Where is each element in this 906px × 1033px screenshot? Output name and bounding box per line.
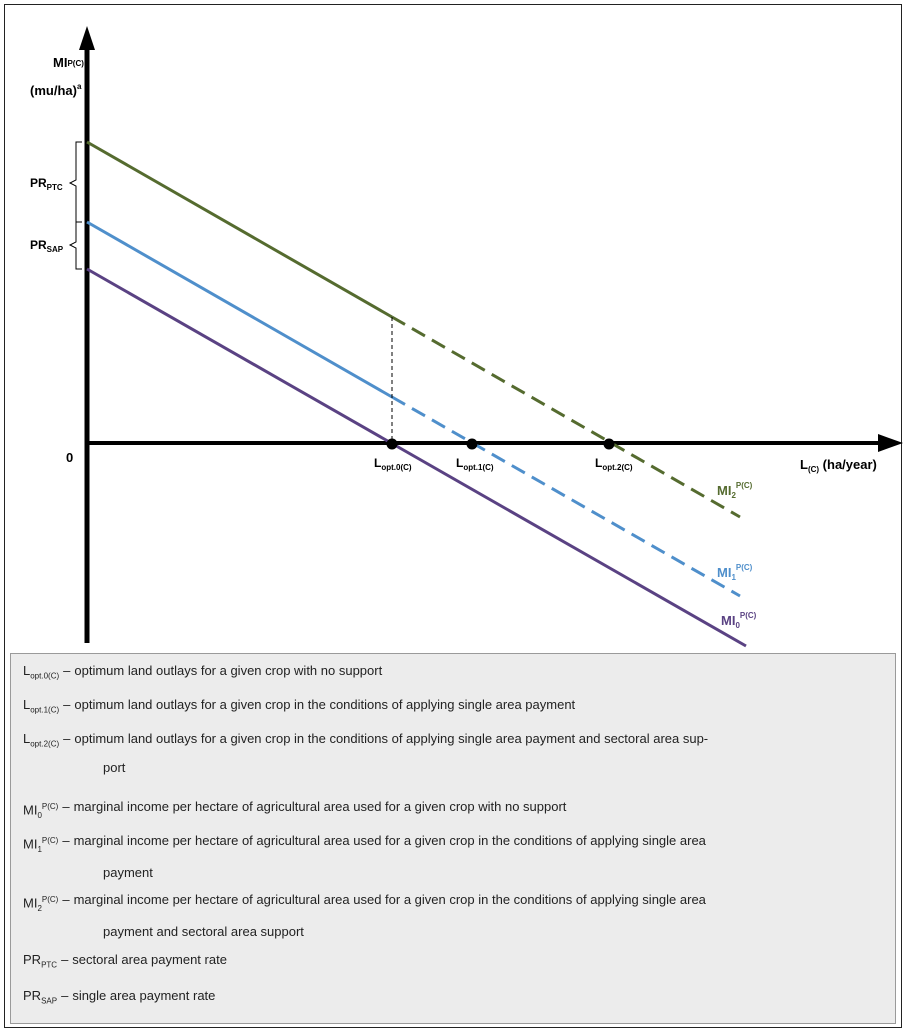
- x-axis-arrow: [878, 434, 903, 452]
- legend-dash: –: [63, 697, 71, 712]
- legend-symbol: Lopt.0(C): [23, 663, 60, 681]
- legend-symbol: MI2P(C): [23, 895, 59, 913]
- legend-dash: –: [62, 892, 70, 907]
- legend-item: MI0P(C) – marginal income per hectare of…: [23, 795, 883, 827]
- legend-text: sectoral area payment rate: [72, 952, 227, 967]
- legend-symbol: MI0P(C): [23, 802, 59, 820]
- curve-mi1-solid: [86, 220, 393, 399]
- legend-item: Lopt.0(C) – optimum land outlays for a g…: [23, 659, 883, 688]
- legend-item: PRPTC – sectoral area payment rate: [23, 948, 883, 977]
- label-mi0: MI0P(C): [721, 611, 757, 630]
- x-axis-label: L(C) (ha/year): [800, 457, 877, 474]
- curve-mi2-solid: [86, 140, 393, 319]
- curve-mi0: [86, 267, 747, 648]
- point-lopt0: [386, 438, 398, 450]
- legend-text: marginal income per hectare of agricultu…: [73, 799, 567, 814]
- label-pr-ptc: PRPTC: [30, 176, 63, 192]
- legend-dash: –: [61, 952, 69, 967]
- legend-item: Lopt.1(C) – optimum land outlays for a g…: [23, 693, 883, 722]
- curve-mi1-dashed: [391, 395, 741, 598]
- legend-item: Lopt.2(C) – optimum land outlays for a g…: [23, 727, 883, 779]
- y-axis-label: MIP(C): [53, 55, 84, 70]
- label-lopt0: Lopt.0(C): [374, 456, 412, 472]
- legend-symbol: PRSAP: [23, 988, 58, 1006]
- legend-symbol: MI1P(C): [23, 836, 59, 854]
- legend-text: optimum land outlays for a given crop in…: [74, 731, 709, 746]
- legend-text: single area payment rate: [72, 988, 216, 1003]
- legend-dash: –: [61, 988, 69, 1003]
- curve-mi2-dashed: [391, 315, 741, 519]
- origin-label: 0: [66, 450, 73, 465]
- legend-text-cont: port: [103, 759, 126, 775]
- legend-text: optimum land outlays for a given crop in…: [74, 697, 576, 712]
- legend-dash: –: [62, 833, 70, 848]
- y-axis-unit: (mu/ha)a: [30, 82, 82, 98]
- brace-ptc: [68, 141, 82, 223]
- label-lopt2: Lopt.2(C): [595, 456, 633, 472]
- y-axis-arrow: [79, 26, 95, 50]
- legend-text-cont: payment: [103, 864, 153, 880]
- label-mi2: MI2P(C): [717, 481, 753, 500]
- legend-dash: –: [63, 731, 71, 746]
- brace-sap: [68, 221, 82, 270]
- legend-dash: –: [62, 799, 70, 814]
- legend-symbol: PRPTC: [23, 952, 58, 970]
- label-lopt1: Lopt.1(C): [456, 456, 494, 472]
- label-mi1: MI1P(C): [717, 563, 753, 582]
- legend-text: marginal income per hectare of agricultu…: [73, 892, 706, 907]
- point-lopt2: [603, 438, 615, 450]
- legend-symbol: Lopt.2(C): [23, 731, 60, 749]
- legend-item: PRSAP – single area payment rate: [23, 984, 883, 1013]
- legend-dash: –: [63, 663, 71, 678]
- legend-item: MI1P(C) – marginal income per hectare of…: [23, 829, 883, 884]
- point-lopt1: [466, 438, 478, 450]
- legend-text-cont: payment and sectoral area support: [103, 923, 304, 939]
- marginal-income-diagram: MIP(C) (mu/ha)a 0 L(C) (ha/year) Lopt.0(…: [30, 26, 903, 648]
- legend-text: optimum land outlays for a given crop wi…: [74, 663, 383, 678]
- label-pr-sap: PRSAP: [30, 238, 64, 254]
- legend-text: marginal income per hectare of agricultu…: [73, 833, 706, 848]
- legend-box: Lopt.0(C) – optimum land outlays for a g…: [10, 653, 896, 1024]
- legend-item: MI2P(C) – marginal income per hectare of…: [23, 888, 883, 943]
- legend-symbol: Lopt.1(C): [23, 697, 60, 715]
